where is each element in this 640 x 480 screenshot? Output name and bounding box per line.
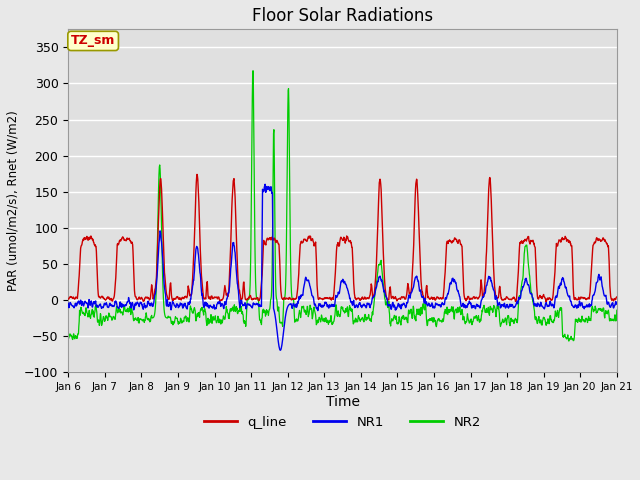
NR2 <box>565 338 573 344</box>
NR2 <box>129 312 137 318</box>
NR2 <box>319 317 326 323</box>
NR2 <box>377 260 385 265</box>
NR1 <box>261 181 269 187</box>
NR2 <box>65 324 72 329</box>
q_line <box>193 171 201 177</box>
Line: q_line: q_line <box>68 174 617 302</box>
NR1 <box>129 302 137 308</box>
q_line <box>542 299 550 305</box>
NR2 <box>298 309 305 314</box>
NR1 <box>319 304 327 310</box>
q_line <box>377 181 385 187</box>
NR1 <box>377 277 385 283</box>
Line: NR1: NR1 <box>68 184 617 350</box>
NR2 <box>309 314 317 320</box>
NR1 <box>613 301 621 307</box>
X-axis label: Time: Time <box>326 395 360 408</box>
q_line <box>129 248 137 254</box>
q_line <box>613 294 621 300</box>
NR1 <box>309 294 317 300</box>
NR1 <box>107 302 115 308</box>
q_line <box>298 239 305 244</box>
NR2 <box>249 68 257 73</box>
q_line <box>65 296 72 302</box>
NR1 <box>276 348 284 353</box>
Text: TZ_sm: TZ_sm <box>71 35 115 48</box>
NR2 <box>107 313 115 319</box>
q_line <box>107 296 115 302</box>
Y-axis label: PAR (umol/m2/s), Rnet (W/m2): PAR (umol/m2/s), Rnet (W/m2) <box>7 110 20 291</box>
NR1 <box>298 292 305 298</box>
Line: NR2: NR2 <box>68 71 617 341</box>
NR1 <box>65 300 72 306</box>
NR2 <box>613 307 621 313</box>
q_line <box>319 297 326 302</box>
Legend: q_line, NR1, NR2: q_line, NR1, NR2 <box>198 410 486 434</box>
Title: Floor Solar Radiations: Floor Solar Radiations <box>252 7 433 25</box>
q_line <box>309 236 317 242</box>
